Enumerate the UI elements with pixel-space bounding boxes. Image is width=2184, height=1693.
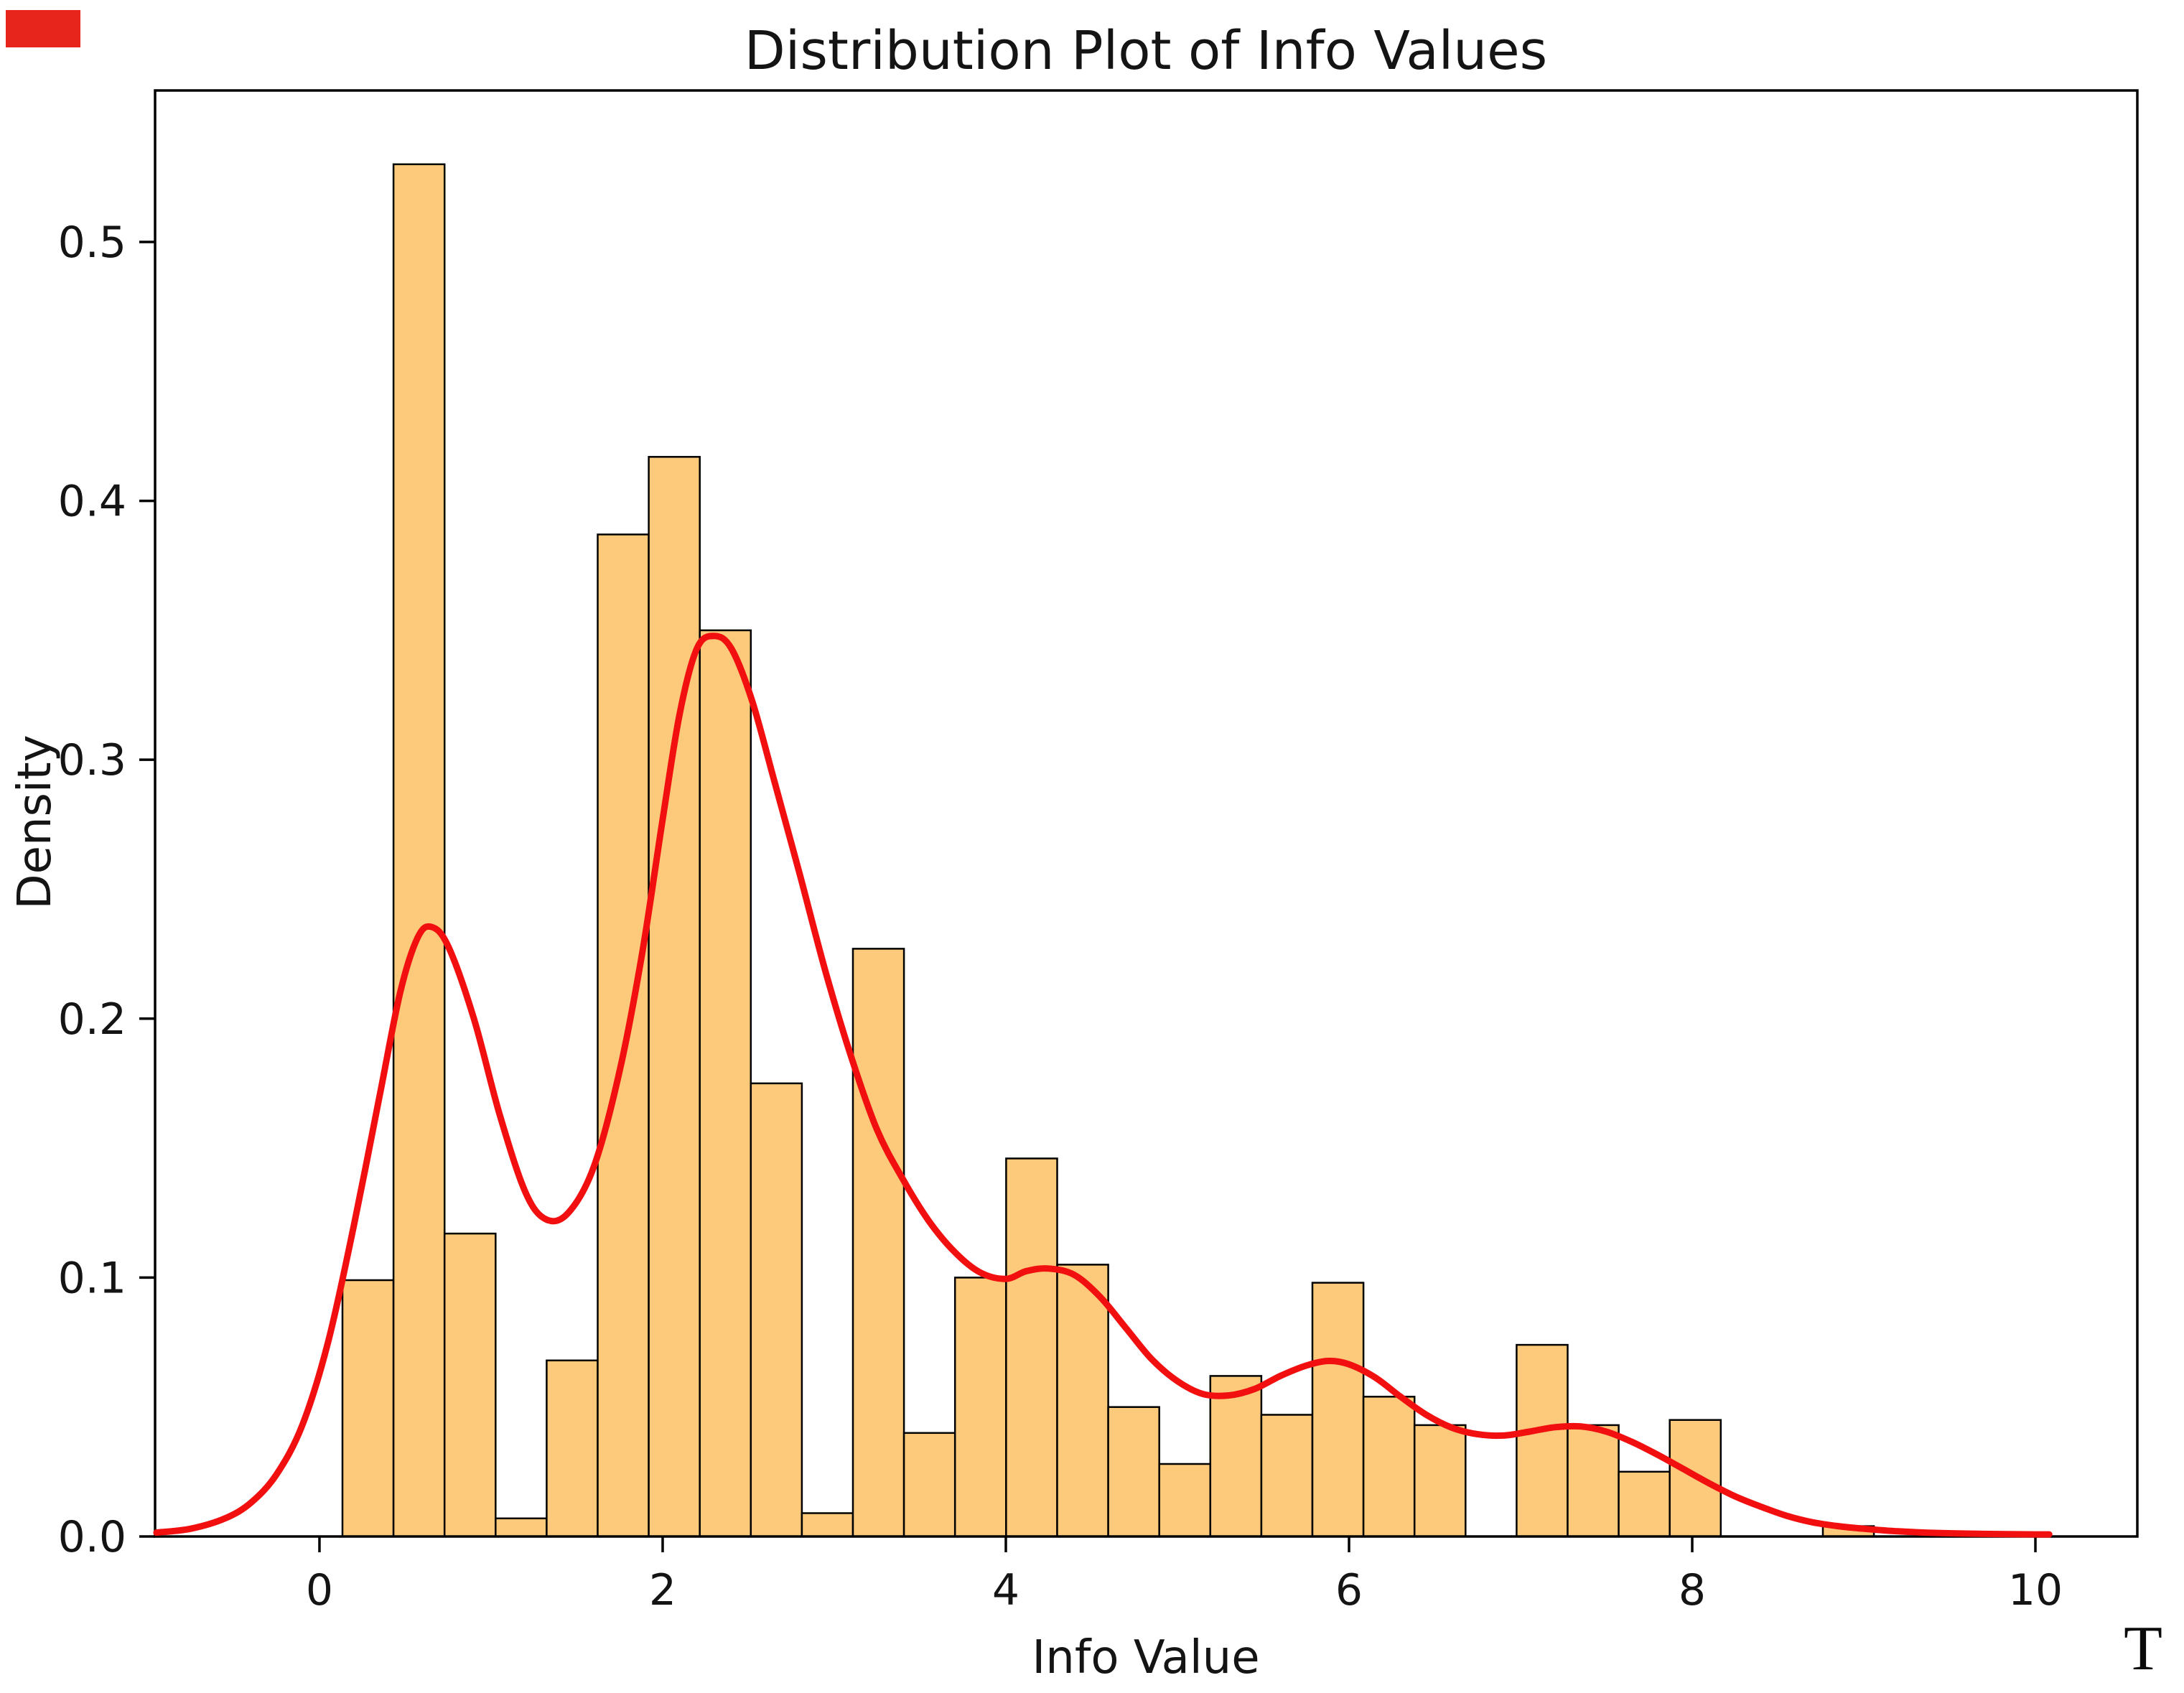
histogram-bar [1567, 1424, 1620, 1538]
histogram-bar [902, 1432, 956, 1538]
axes-frame [154, 89, 2139, 1538]
histogram-bar [801, 1512, 854, 1538]
y-tick-label: 0.5 [58, 218, 126, 268]
histogram-bar [1311, 1282, 1365, 1538]
histogram-bar [1107, 1406, 1160, 1538]
axes: 0 2 4 6 8 10 0.0 0.1 0.2 0.3 0.4 0.5 [58, 89, 2139, 1615]
histogram-bar [1362, 1396, 1416, 1538]
histogram-bar [392, 163, 446, 1538]
histogram-bar [851, 948, 905, 1538]
y-axis-label: Density [9, 734, 62, 909]
red-corner-marker [6, 10, 80, 47]
kde-curve [153, 633, 2053, 1538]
y-tick-label: 0.2 [58, 994, 126, 1045]
histogram-bar [1413, 1424, 1467, 1538]
x-tick-label: 2 [649, 1565, 676, 1615]
y-tick-label: 0.4 [58, 477, 126, 527]
x-axis-label: Info Value [1032, 1631, 1259, 1684]
x-tick-label: 6 [1335, 1565, 1363, 1615]
histogram-bar [699, 629, 752, 1538]
y-tick-label: 0.3 [58, 735, 126, 785]
histogram-bar [648, 456, 701, 1538]
histogram-bar [597, 533, 650, 1538]
histogram-bars [341, 163, 1875, 1538]
histogram-bar [443, 1232, 497, 1538]
y-tick-label: 0.1 [58, 1253, 126, 1303]
histogram-bar [1618, 1470, 1671, 1538]
histogram-bar [1056, 1264, 1109, 1538]
x-tick-label: 0 [306, 1565, 333, 1615]
histogram-bar [546, 1359, 599, 1538]
histogram-bar [1516, 1343, 1569, 1538]
histogram-bar [953, 1277, 1007, 1538]
chart-title: Distribution Plot of Info Values [745, 20, 1547, 82]
y-tick-label: 0.0 [58, 1512, 126, 1562]
histogram-bar [341, 1279, 395, 1538]
histogram-bar [750, 1082, 803, 1538]
histogram-bar [495, 1517, 548, 1538]
histogram-bar [1005, 1157, 1058, 1538]
stray-text-artifact: T [2124, 1614, 2162, 1684]
x-tick-label: 8 [1679, 1565, 1706, 1615]
histogram-bar [1209, 1375, 1263, 1538]
histogram-bar [1260, 1414, 1314, 1538]
histogram-bar [1158, 1463, 1212, 1538]
x-tick-label: 4 [992, 1565, 1019, 1615]
x-tick-label: 10 [2008, 1565, 2063, 1615]
